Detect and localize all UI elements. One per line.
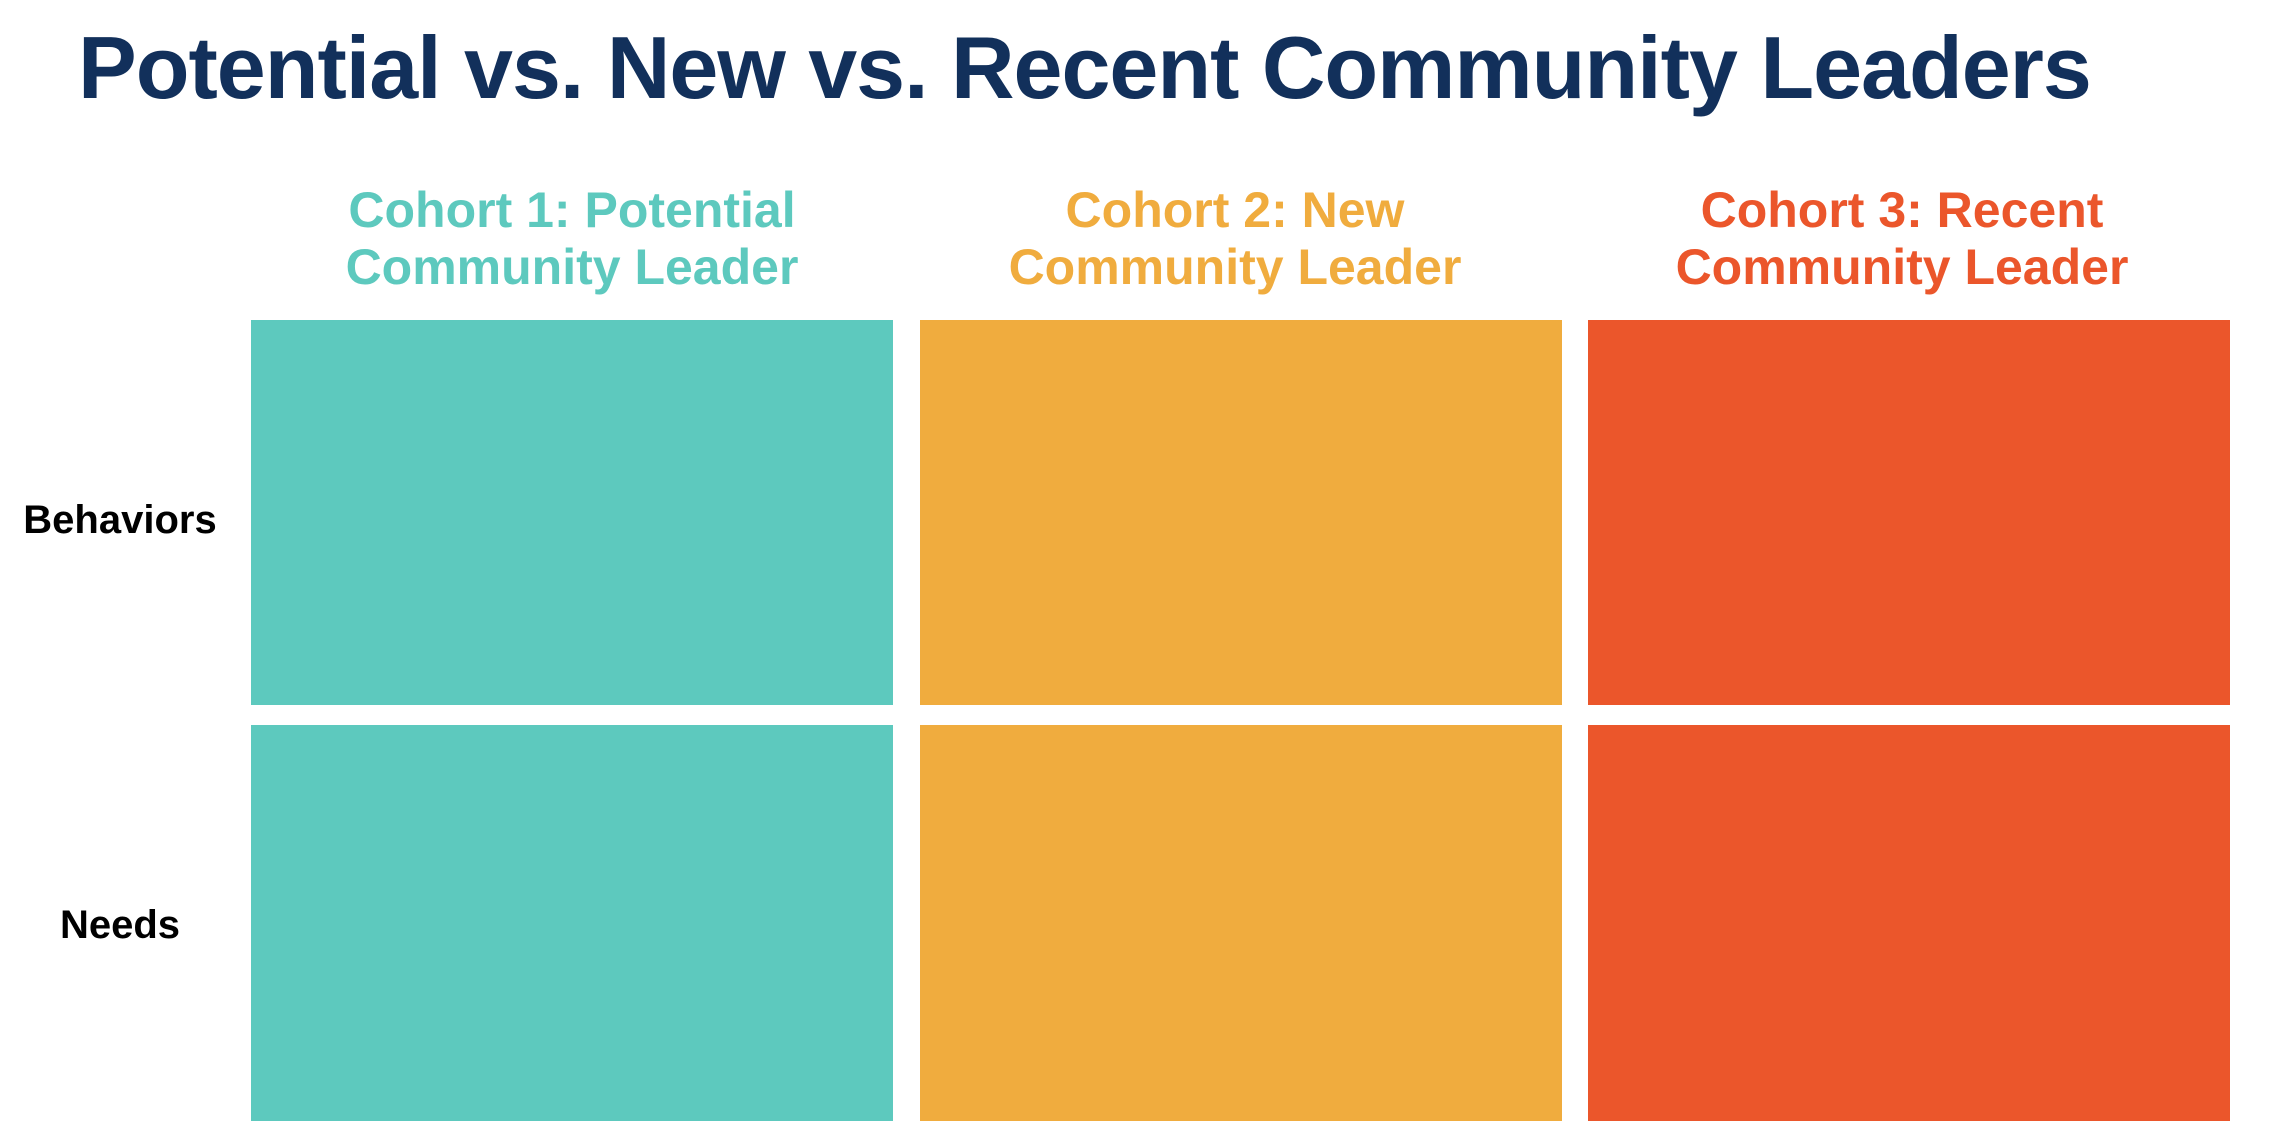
cell-cohort-3-needs <box>1588 725 2230 1121</box>
column-header-cohort-1-line-2: Community Leader <box>345 239 799 295</box>
column-header-cohort-2-line-1: Cohort 2: New <box>1065 182 1405 238</box>
column-header-cohort-3-line-1: Cohort 3: Recent <box>1700 182 2104 238</box>
column-header-cohort-2: Cohort 2: New Community Leader <box>914 182 1556 302</box>
column-header-cohort-1: Cohort 1: Potential Community Leader <box>251 182 893 302</box>
row-label-behaviors: Behaviors <box>23 498 217 542</box>
row-label-needs: Needs <box>59 903 181 947</box>
column-header-cohort-3-line-2: Community Leader <box>1675 239 2129 295</box>
column-header-cohort-1-line-1: Cohort 1: Potential <box>348 182 796 238</box>
cell-cohort-1-needs <box>251 725 893 1121</box>
column-header-cohort-2-line-2: Community Leader <box>1008 239 1462 295</box>
column-header-cohort-3: Cohort 3: Recent Community Leader <box>1581 182 2223 302</box>
cell-cohort-2-behaviors <box>920 320 1562 705</box>
cell-cohort-1-behaviors <box>251 320 893 705</box>
cell-cohort-2-needs <box>920 725 1562 1121</box>
page-title: Potential vs. New vs. Recent Community L… <box>78 18 2092 117</box>
cell-cohort-3-behaviors <box>1588 320 2230 705</box>
